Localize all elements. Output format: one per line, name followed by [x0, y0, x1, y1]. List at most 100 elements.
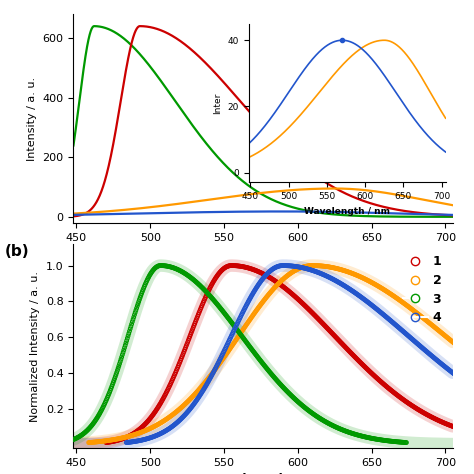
Point: [419, 409, 427, 416]
Point: [256, 356, 264, 364]
Point: [438, 418, 445, 426]
Point: [458, 346, 466, 354]
Point: [346, 285, 354, 293]
Point: [277, 278, 284, 285]
Point: [417, 312, 425, 320]
Point: [230, 339, 238, 346]
Point: [157, 262, 164, 269]
Point: [131, 438, 138, 445]
Point: [230, 326, 238, 334]
Point: [270, 276, 277, 284]
Point: [82, 428, 90, 435]
Point: [146, 271, 154, 278]
Point: [355, 431, 363, 439]
Point: [146, 425, 154, 432]
Point: [169, 411, 176, 419]
Point: [378, 436, 385, 444]
Point: [251, 286, 259, 294]
Point: [289, 262, 296, 270]
Point: [360, 296, 368, 303]
Point: [448, 337, 456, 345]
Point: [361, 296, 369, 304]
Y-axis label: Intensity / a. u.: Intensity / a. u.: [27, 76, 37, 161]
Point: [114, 437, 121, 444]
Point: [365, 300, 373, 307]
Point: [100, 437, 108, 445]
Point: [328, 421, 336, 429]
Point: [211, 365, 219, 373]
Point: [237, 328, 245, 336]
Point: [441, 331, 448, 339]
Point: [210, 297, 218, 304]
Point: [197, 282, 204, 290]
Point: [402, 398, 410, 405]
Point: [272, 283, 279, 291]
Point: [131, 311, 138, 319]
Point: [181, 270, 189, 277]
Point: [254, 282, 262, 290]
Point: [268, 371, 276, 379]
Point: [234, 328, 242, 335]
Point: [213, 361, 221, 369]
Point: [205, 374, 212, 382]
Point: [462, 427, 470, 435]
Point: [339, 427, 347, 434]
Point: [154, 405, 161, 412]
Point: [167, 263, 174, 271]
Point: [219, 308, 227, 316]
Point: [331, 264, 339, 272]
Point: [354, 291, 362, 299]
Point: [200, 385, 208, 393]
Point: [241, 337, 249, 345]
Point: [209, 369, 217, 377]
Point: [351, 271, 359, 278]
Point: [201, 383, 209, 391]
Point: [188, 275, 196, 283]
Point: [304, 265, 312, 273]
Point: [383, 383, 391, 391]
Point: [459, 426, 467, 434]
Point: [149, 266, 157, 274]
Point: [299, 264, 306, 271]
Point: [437, 328, 444, 336]
Point: [193, 395, 201, 403]
Point: [209, 371, 216, 378]
Point: [187, 394, 195, 402]
Point: [347, 429, 355, 437]
Point: [223, 312, 230, 320]
Point: [125, 330, 133, 337]
Point: [134, 427, 141, 435]
Point: [377, 436, 385, 444]
Point: [276, 281, 284, 288]
Point: [122, 439, 130, 447]
Point: [153, 406, 160, 414]
Point: [261, 273, 269, 280]
Point: [394, 392, 401, 400]
Point: [332, 277, 339, 284]
Point: [452, 341, 460, 348]
Point: [248, 291, 256, 299]
Point: [353, 431, 361, 438]
Point: [74, 433, 82, 441]
Point: [105, 390, 113, 398]
Point: [240, 325, 247, 333]
Point: [110, 438, 118, 445]
Point: [139, 286, 147, 294]
Point: [237, 331, 245, 339]
Point: [357, 359, 365, 367]
Point: [359, 274, 366, 282]
Point: [305, 407, 312, 414]
Point: [247, 345, 255, 352]
Point: [62, 438, 69, 446]
Point: [315, 414, 323, 422]
Point: [378, 310, 386, 317]
Point: [303, 406, 311, 413]
Point: [374, 307, 382, 314]
Point: [373, 281, 380, 289]
Point: [265, 368, 273, 375]
Point: [301, 403, 308, 411]
Point: [247, 314, 255, 321]
Point: [329, 422, 337, 429]
Point: [309, 410, 317, 417]
Point: [318, 319, 326, 327]
